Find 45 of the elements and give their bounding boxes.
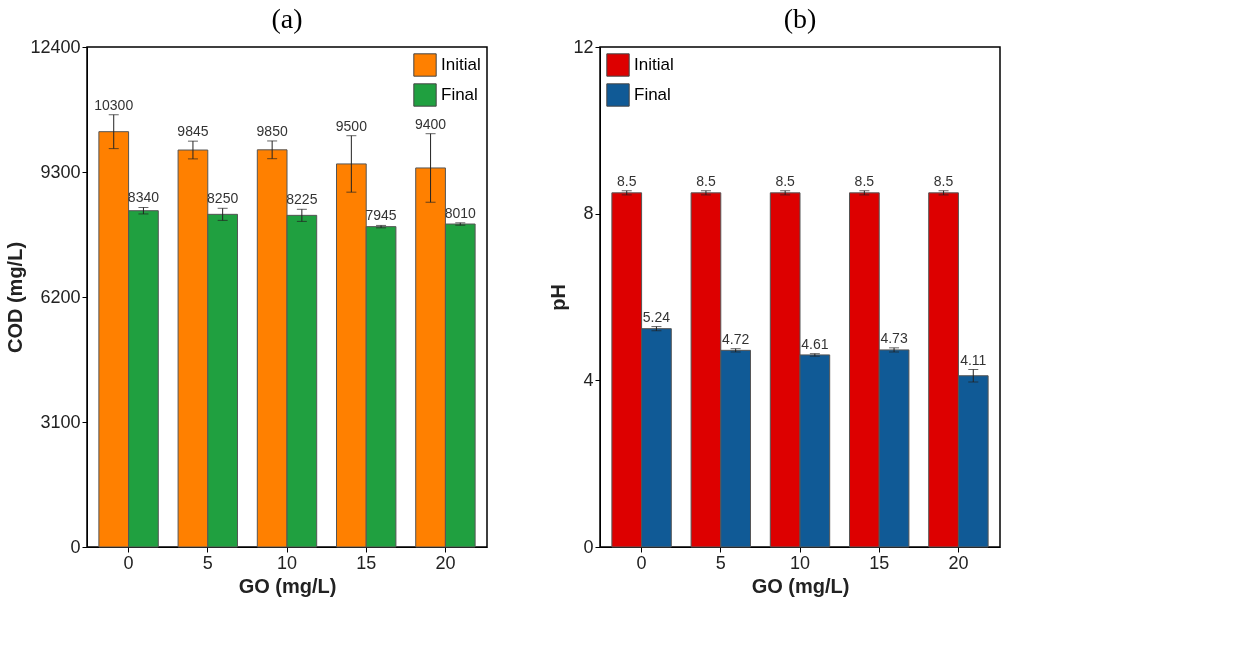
x-tick-label: 15 (356, 552, 377, 573)
y-tick-label: 12400 (30, 36, 81, 57)
y-tick-label: 8 (583, 203, 594, 224)
y-tick-label: 9300 (40, 161, 81, 182)
x-tick-label: 15 (869, 552, 890, 573)
y-axis-title: COD (mg/L) (4, 241, 27, 354)
legend-label: Initial (634, 55, 674, 74)
legend-label: Final (441, 85, 478, 104)
x-tick-label: 5 (202, 552, 213, 573)
data-label: 4.11 (960, 351, 987, 368)
x-tick-label: 20 (435, 552, 456, 573)
y-tick-label: 0 (583, 536, 594, 557)
data-label: 4.61 (801, 335, 829, 352)
x-tick-label: 0 (636, 552, 647, 573)
legend-label: Initial (441, 55, 481, 74)
data-label: 9845 (177, 123, 209, 140)
x-tick-label: 0 (123, 552, 134, 573)
data-label: 10300 (94, 96, 134, 113)
data-label: 8.5 (854, 172, 875, 189)
data-label: 9400 (414, 115, 447, 132)
y-tick-label: 12 (573, 36, 594, 57)
data-label: 8225 (286, 191, 318, 208)
data-label: 5.24 (642, 308, 671, 325)
y-tick-label: 4 (583, 369, 594, 390)
data-label: 8.5 (617, 172, 637, 189)
y-tick-label: 3100 (40, 411, 81, 432)
legend-label: Final (634, 85, 671, 104)
x-tick-label: 10 (789, 552, 811, 573)
data-label: 4.73 (880, 329, 908, 346)
chart-title: (b) (783, 3, 817, 34)
data-label: 9850 (256, 122, 288, 139)
y-tick-label: 6200 (40, 286, 81, 307)
chart-title: (a) (271, 3, 303, 34)
data-label: 8.5 (933, 172, 954, 189)
y-axis-title: pH (547, 284, 570, 311)
y-tick-label: 0 (70, 536, 81, 557)
data-label: 8.5 (696, 172, 716, 189)
x-tick-label: 5 (715, 552, 726, 573)
x-tick-label: 10 (276, 552, 298, 573)
data-label: 8.5 (775, 172, 796, 189)
data-label: 9500 (335, 117, 368, 134)
data-label: 4.72 (722, 330, 750, 347)
x-axis-title: GO (mg/L) (238, 574, 337, 597)
x-tick-label: 20 (948, 552, 969, 573)
x-axis-title: GO (mg/L) (751, 574, 850, 597)
